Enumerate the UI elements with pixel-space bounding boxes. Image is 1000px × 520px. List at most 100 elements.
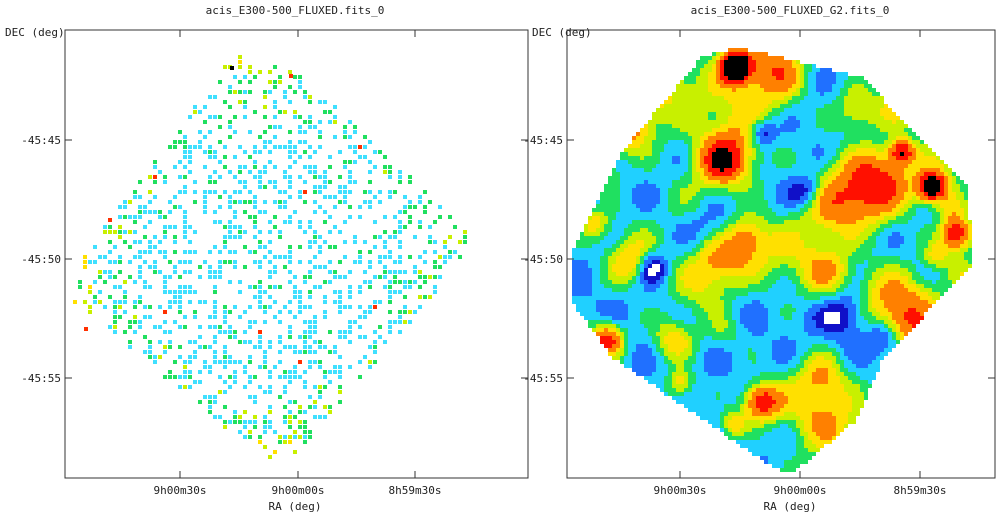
map-cell [584, 240, 588, 244]
map-cell [696, 188, 700, 192]
map-cell [804, 232, 808, 236]
map-cell [908, 172, 912, 176]
map-cell [676, 136, 680, 140]
map-cell [768, 76, 772, 80]
map-cell [648, 240, 652, 244]
map-cell [676, 88, 680, 92]
map-cell [676, 116, 680, 120]
map-cell [760, 136, 764, 140]
map-cell [892, 120, 896, 124]
map-cell [612, 212, 616, 216]
pixel [278, 255, 282, 259]
map-cell [916, 244, 920, 248]
pixel [433, 240, 437, 244]
map-cell [844, 200, 848, 204]
map-cell [792, 128, 796, 132]
pixel [228, 310, 232, 314]
map-cell [692, 244, 696, 248]
map-cell [816, 232, 820, 236]
map-cell [604, 184, 608, 188]
map-cell [732, 244, 736, 248]
pixel [163, 225, 167, 229]
pixel [338, 400, 342, 404]
map-cell [912, 200, 916, 204]
map-cell [840, 124, 844, 128]
map-cell [868, 148, 872, 152]
map-cell [588, 232, 592, 236]
map-cell [712, 104, 716, 108]
pixel [368, 180, 372, 184]
map-cell [668, 160, 672, 164]
map-cell [804, 108, 808, 112]
map-cell [720, 64, 724, 68]
map-cell [860, 204, 864, 208]
map-cell [732, 120, 736, 124]
map-cell [884, 184, 888, 188]
map-cell [704, 240, 708, 244]
map-cell [808, 80, 812, 84]
map-cell [812, 224, 816, 228]
map-cell [864, 144, 868, 148]
pixel [403, 280, 407, 284]
map-cell [752, 196, 756, 200]
map-cell [876, 224, 880, 228]
map-cell [756, 160, 760, 164]
map-cell [692, 248, 696, 252]
map-cell [724, 160, 728, 164]
map-cell [712, 168, 716, 172]
map-cell [892, 124, 896, 128]
map-cell [800, 152, 804, 156]
map-cell [844, 100, 848, 104]
map-cell [928, 184, 932, 188]
map-cell [692, 108, 696, 112]
pixel [148, 200, 152, 204]
map-cell [820, 172, 824, 176]
pixel [298, 190, 302, 194]
map-cell [612, 236, 616, 240]
map-cell [812, 232, 816, 236]
map-cell [780, 248, 784, 252]
map-cell [940, 212, 944, 216]
map-cell [684, 248, 688, 252]
map-cell [944, 224, 948, 228]
map-cell [724, 56, 728, 60]
map-cell [776, 124, 780, 128]
map-cell [848, 192, 852, 196]
map-cell [644, 248, 648, 252]
map-cell [820, 180, 824, 184]
map-cell [720, 220, 724, 224]
map-cell [672, 108, 676, 112]
pixel [138, 240, 142, 244]
pixel [248, 375, 252, 379]
map-cell [856, 220, 860, 224]
map-cell [804, 164, 808, 168]
pixel [218, 205, 222, 209]
map-cell [860, 248, 864, 252]
map-cell [732, 100, 736, 104]
map-cell [792, 80, 796, 84]
map-cell [880, 112, 884, 116]
map-cell [700, 204, 704, 208]
map-cell [964, 240, 968, 244]
map-cell [620, 204, 624, 208]
map-cell [648, 140, 652, 144]
map-cell [808, 64, 812, 68]
map-cell [840, 140, 844, 144]
map-cell [652, 168, 656, 172]
map-cell [720, 144, 724, 148]
map-cell [788, 140, 792, 144]
map-cell [816, 140, 820, 144]
pixel [263, 420, 267, 424]
map-cell [692, 144, 696, 148]
map-cell [812, 80, 816, 84]
map-cell [788, 192, 792, 196]
map-cell [720, 84, 724, 88]
map-cell [800, 196, 804, 200]
pixel [288, 195, 292, 199]
map-cell [848, 120, 852, 124]
map-cell [696, 176, 700, 180]
pixel [248, 250, 252, 254]
map-cell [660, 228, 664, 232]
map-cell [824, 140, 828, 144]
pixel [348, 285, 352, 289]
